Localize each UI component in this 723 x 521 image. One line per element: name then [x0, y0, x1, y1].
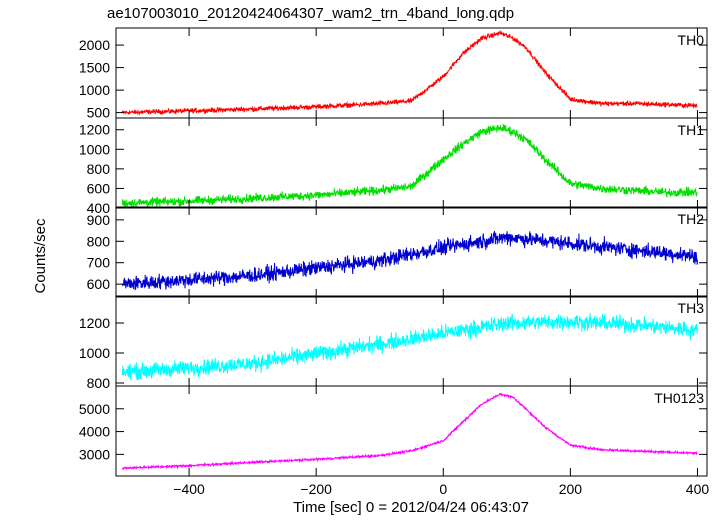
y-tick-label: 1500: [79, 60, 110, 76]
y-axis-label: Counts/sec: [32, 218, 49, 294]
y-tick-label: 2000: [79, 37, 110, 53]
x-axis-label: Time [sec] 0 = 2012/04/24 06:43:07: [293, 499, 529, 516]
panel-label-th3: TH3: [678, 300, 705, 316]
y-tick-label: 800: [87, 161, 111, 177]
panel-frame-th0123: [115, 385, 708, 477]
x-tick-label: 200: [559, 481, 583, 497]
x-tick-label: 400: [686, 481, 710, 497]
y-tick-label: 1000: [79, 82, 110, 98]
y-tick-label: 5000: [79, 401, 110, 417]
y-tick-label: 600: [87, 180, 111, 196]
y-tick-label: 800: [87, 233, 111, 249]
panel-label-th0123: TH0123: [654, 390, 704, 406]
y-tick-label: 500: [87, 105, 111, 121]
y-tick-label: 3000: [79, 446, 110, 462]
y-tick-label: 900: [87, 212, 111, 228]
panel-label-th2: TH2: [678, 211, 705, 227]
y-tick-label: 400: [87, 200, 111, 216]
series-line-th0123: [121, 392, 698, 471]
y-tick-label: 1000: [79, 345, 110, 361]
panel-frame-th2: [115, 206, 708, 298]
panel-frame-th1: [115, 117, 708, 209]
x-tick-label: 0: [439, 481, 447, 497]
series-line-th2: [121, 231, 698, 291]
x-tick-label: −200: [300, 481, 332, 497]
panel-label-th1: TH1: [678, 122, 705, 138]
panel-label-th0: TH0: [678, 32, 705, 48]
series-line-th1: [121, 123, 698, 208]
x-tick-label: −400: [173, 481, 205, 497]
y-tick-label: 1000: [79, 141, 110, 157]
panel-frame-th3: [115, 295, 708, 387]
y-tick-label: 700: [87, 255, 111, 271]
y-tick-label: 4000: [79, 424, 110, 440]
y-tick-label: 600: [87, 276, 111, 292]
series-line-th0: [121, 30, 698, 116]
y-tick-label: 1200: [79, 122, 110, 138]
y-tick-label: 1200: [79, 315, 110, 331]
y-tick-label: 800: [87, 375, 111, 391]
chart-title: ae107003010_20120424064307_wam2_trn_4ban…: [107, 5, 514, 22]
series-line-th3: [121, 313, 698, 381]
